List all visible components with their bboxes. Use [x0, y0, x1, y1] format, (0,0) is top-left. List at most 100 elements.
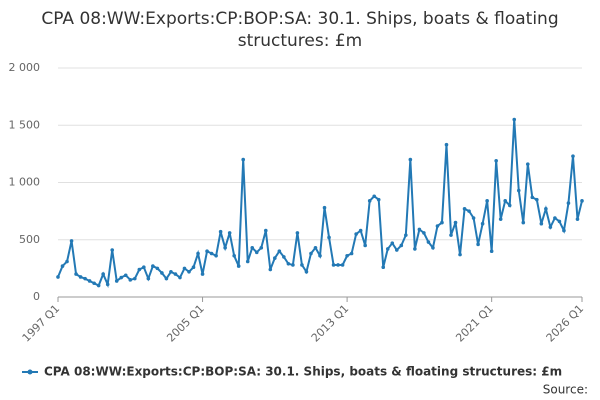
point: [345, 253, 349, 258]
point: [435, 224, 440, 228]
point: [372, 194, 377, 199]
point: [241, 157, 246, 162]
point: [110, 248, 115, 252]
point: [525, 162, 530, 166]
point: [96, 283, 101, 288]
point: [295, 231, 300, 235]
point: [489, 249, 494, 253]
point: [304, 270, 309, 274]
point: [453, 220, 458, 225]
point: [137, 267, 142, 272]
point: [173, 272, 178, 276]
point: [214, 253, 218, 258]
point: [413, 247, 417, 251]
point: [146, 276, 151, 281]
point: [155, 266, 160, 271]
x-tick-label: 2026 Q1: [544, 302, 587, 345]
point: [309, 251, 313, 256]
point: [404, 233, 408, 237]
y-tick-label: 2 000: [9, 61, 41, 74]
point: [245, 259, 250, 264]
point: [322, 205, 327, 210]
point: [105, 282, 110, 287]
point: [286, 261, 291, 266]
point: [340, 263, 345, 267]
point: [417, 227, 422, 232]
point: [458, 252, 462, 257]
point: [313, 245, 318, 250]
y-tick-label: 500: [19, 233, 40, 246]
point: [349, 251, 354, 256]
point: [521, 220, 526, 225]
point: [503, 199, 508, 203]
point: [119, 275, 124, 280]
point: [142, 265, 146, 270]
point: [381, 265, 386, 270]
point: [178, 275, 182, 280]
point: [74, 272, 78, 276]
point: [164, 276, 169, 281]
point: [431, 245, 435, 250]
point: [399, 243, 404, 248]
point: [367, 199, 372, 203]
point: [277, 249, 282, 253]
point: [394, 248, 399, 252]
point: [268, 267, 273, 272]
point: [300, 263, 304, 267]
point: [562, 228, 566, 233]
point: [87, 279, 92, 283]
x-tick-label: 2005 Q1: [164, 302, 207, 345]
point: [169, 270, 173, 274]
point: [580, 199, 584, 203]
point: [182, 266, 187, 271]
point: [291, 263, 295, 267]
point: [444, 142, 449, 147]
point: [512, 117, 517, 122]
point: [449, 233, 453, 237]
point: [480, 221, 485, 226]
point: [539, 221, 544, 226]
point: [83, 276, 87, 281]
point: [494, 158, 498, 163]
legend-marker: [27, 369, 33, 375]
point: [557, 219, 562, 224]
y-tick-label: 0: [33, 290, 40, 303]
y-tick-label: 1 500: [9, 118, 41, 131]
point: [408, 157, 413, 162]
point: [65, 259, 69, 264]
point: [498, 217, 503, 221]
point: [516, 188, 521, 193]
line: [57, 119, 583, 289]
point: [191, 265, 196, 270]
point: [114, 279, 119, 283]
point: [218, 229, 223, 234]
point: [422, 231, 426, 235]
legend-label: CPA 08:WW:Exports:CP:BOP:SA: 30.1. Ships…: [44, 365, 562, 379]
point: [471, 216, 476, 220]
point: [553, 216, 557, 220]
point: [205, 249, 209, 253]
point: [60, 264, 65, 268]
point: [263, 228, 268, 233]
point: [462, 207, 467, 211]
point: [254, 250, 259, 255]
point: [273, 256, 277, 260]
point: [227, 231, 232, 235]
point: [390, 241, 395, 245]
point: [485, 199, 489, 203]
source-label: Source:: [543, 383, 588, 397]
point: [566, 201, 571, 205]
point: [128, 278, 133, 282]
point: [123, 273, 128, 278]
point: [282, 255, 286, 259]
point: [318, 253, 322, 258]
point: [259, 245, 264, 250]
point: [548, 225, 553, 229]
point: [571, 154, 575, 158]
point: [151, 264, 155, 268]
point: [223, 245, 227, 250]
point: [160, 271, 164, 275]
point: [232, 253, 236, 258]
point: [426, 240, 431, 244]
